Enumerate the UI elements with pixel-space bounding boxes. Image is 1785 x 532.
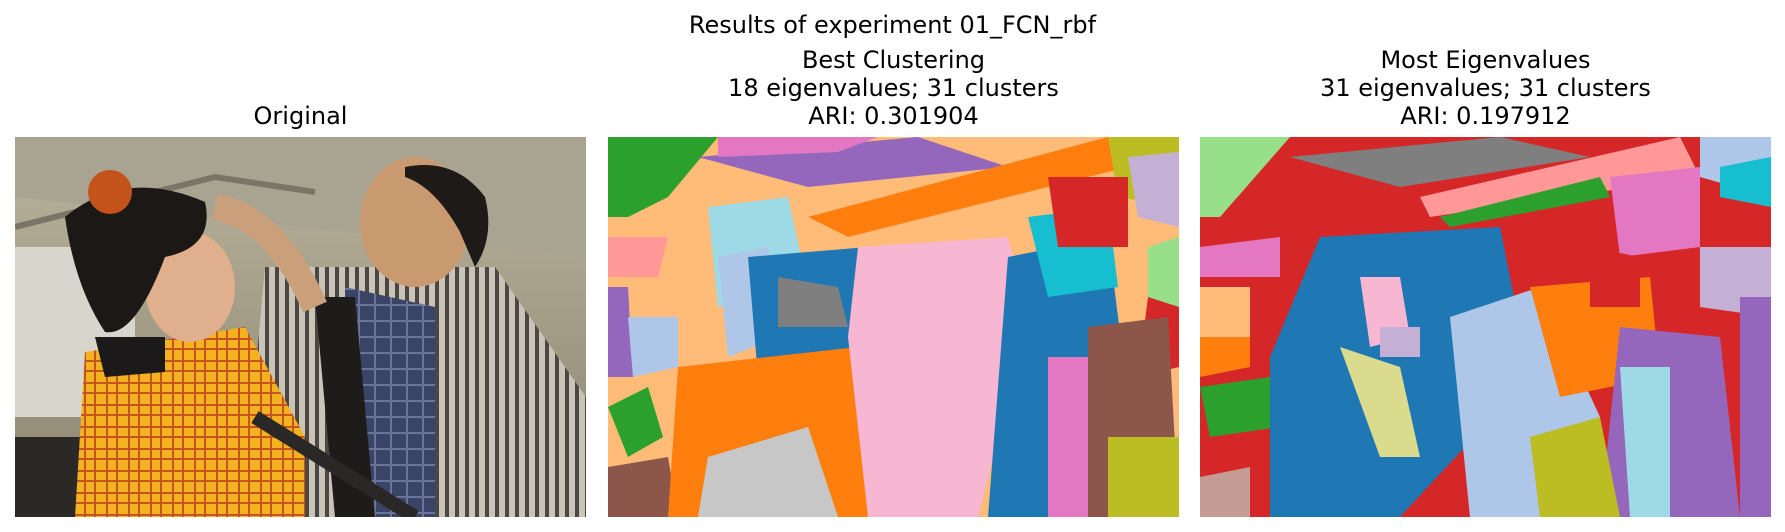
title-line-counts: 31 eigenvalues; 31 clusters bbox=[1320, 74, 1651, 102]
title-line: Original bbox=[253, 102, 348, 130]
best-clustering-panel bbox=[608, 137, 1179, 517]
original-image-panel bbox=[15, 137, 586, 517]
panel-title-best-clustering: Best Clustering 18 eigenvalues; 31 clust… bbox=[608, 46, 1179, 130]
title-line-ari: ARI: 0.301904 bbox=[808, 102, 979, 130]
title-line-name: Most Eigenvalues bbox=[1380, 46, 1591, 74]
most-eigenvalues-segmentation bbox=[1200, 137, 1771, 517]
figure-suptitle: Results of experiment 01_FCN_rbf bbox=[688, 11, 1097, 39]
original-photo bbox=[15, 137, 586, 517]
most-eigenvalues-panel bbox=[1200, 137, 1771, 517]
panel-title-original: Original bbox=[15, 102, 586, 130]
title-line-ari: ARI: 0.197912 bbox=[1400, 102, 1571, 130]
panel-title-most-eigenvalues: Most Eigenvalues 31 eigenvalues; 31 clus… bbox=[1200, 46, 1771, 130]
title-line-name: Best Clustering bbox=[801, 46, 986, 74]
title-line-counts: 18 eigenvalues; 31 clusters bbox=[728, 74, 1059, 102]
best-clustering-segmentation bbox=[608, 137, 1179, 517]
